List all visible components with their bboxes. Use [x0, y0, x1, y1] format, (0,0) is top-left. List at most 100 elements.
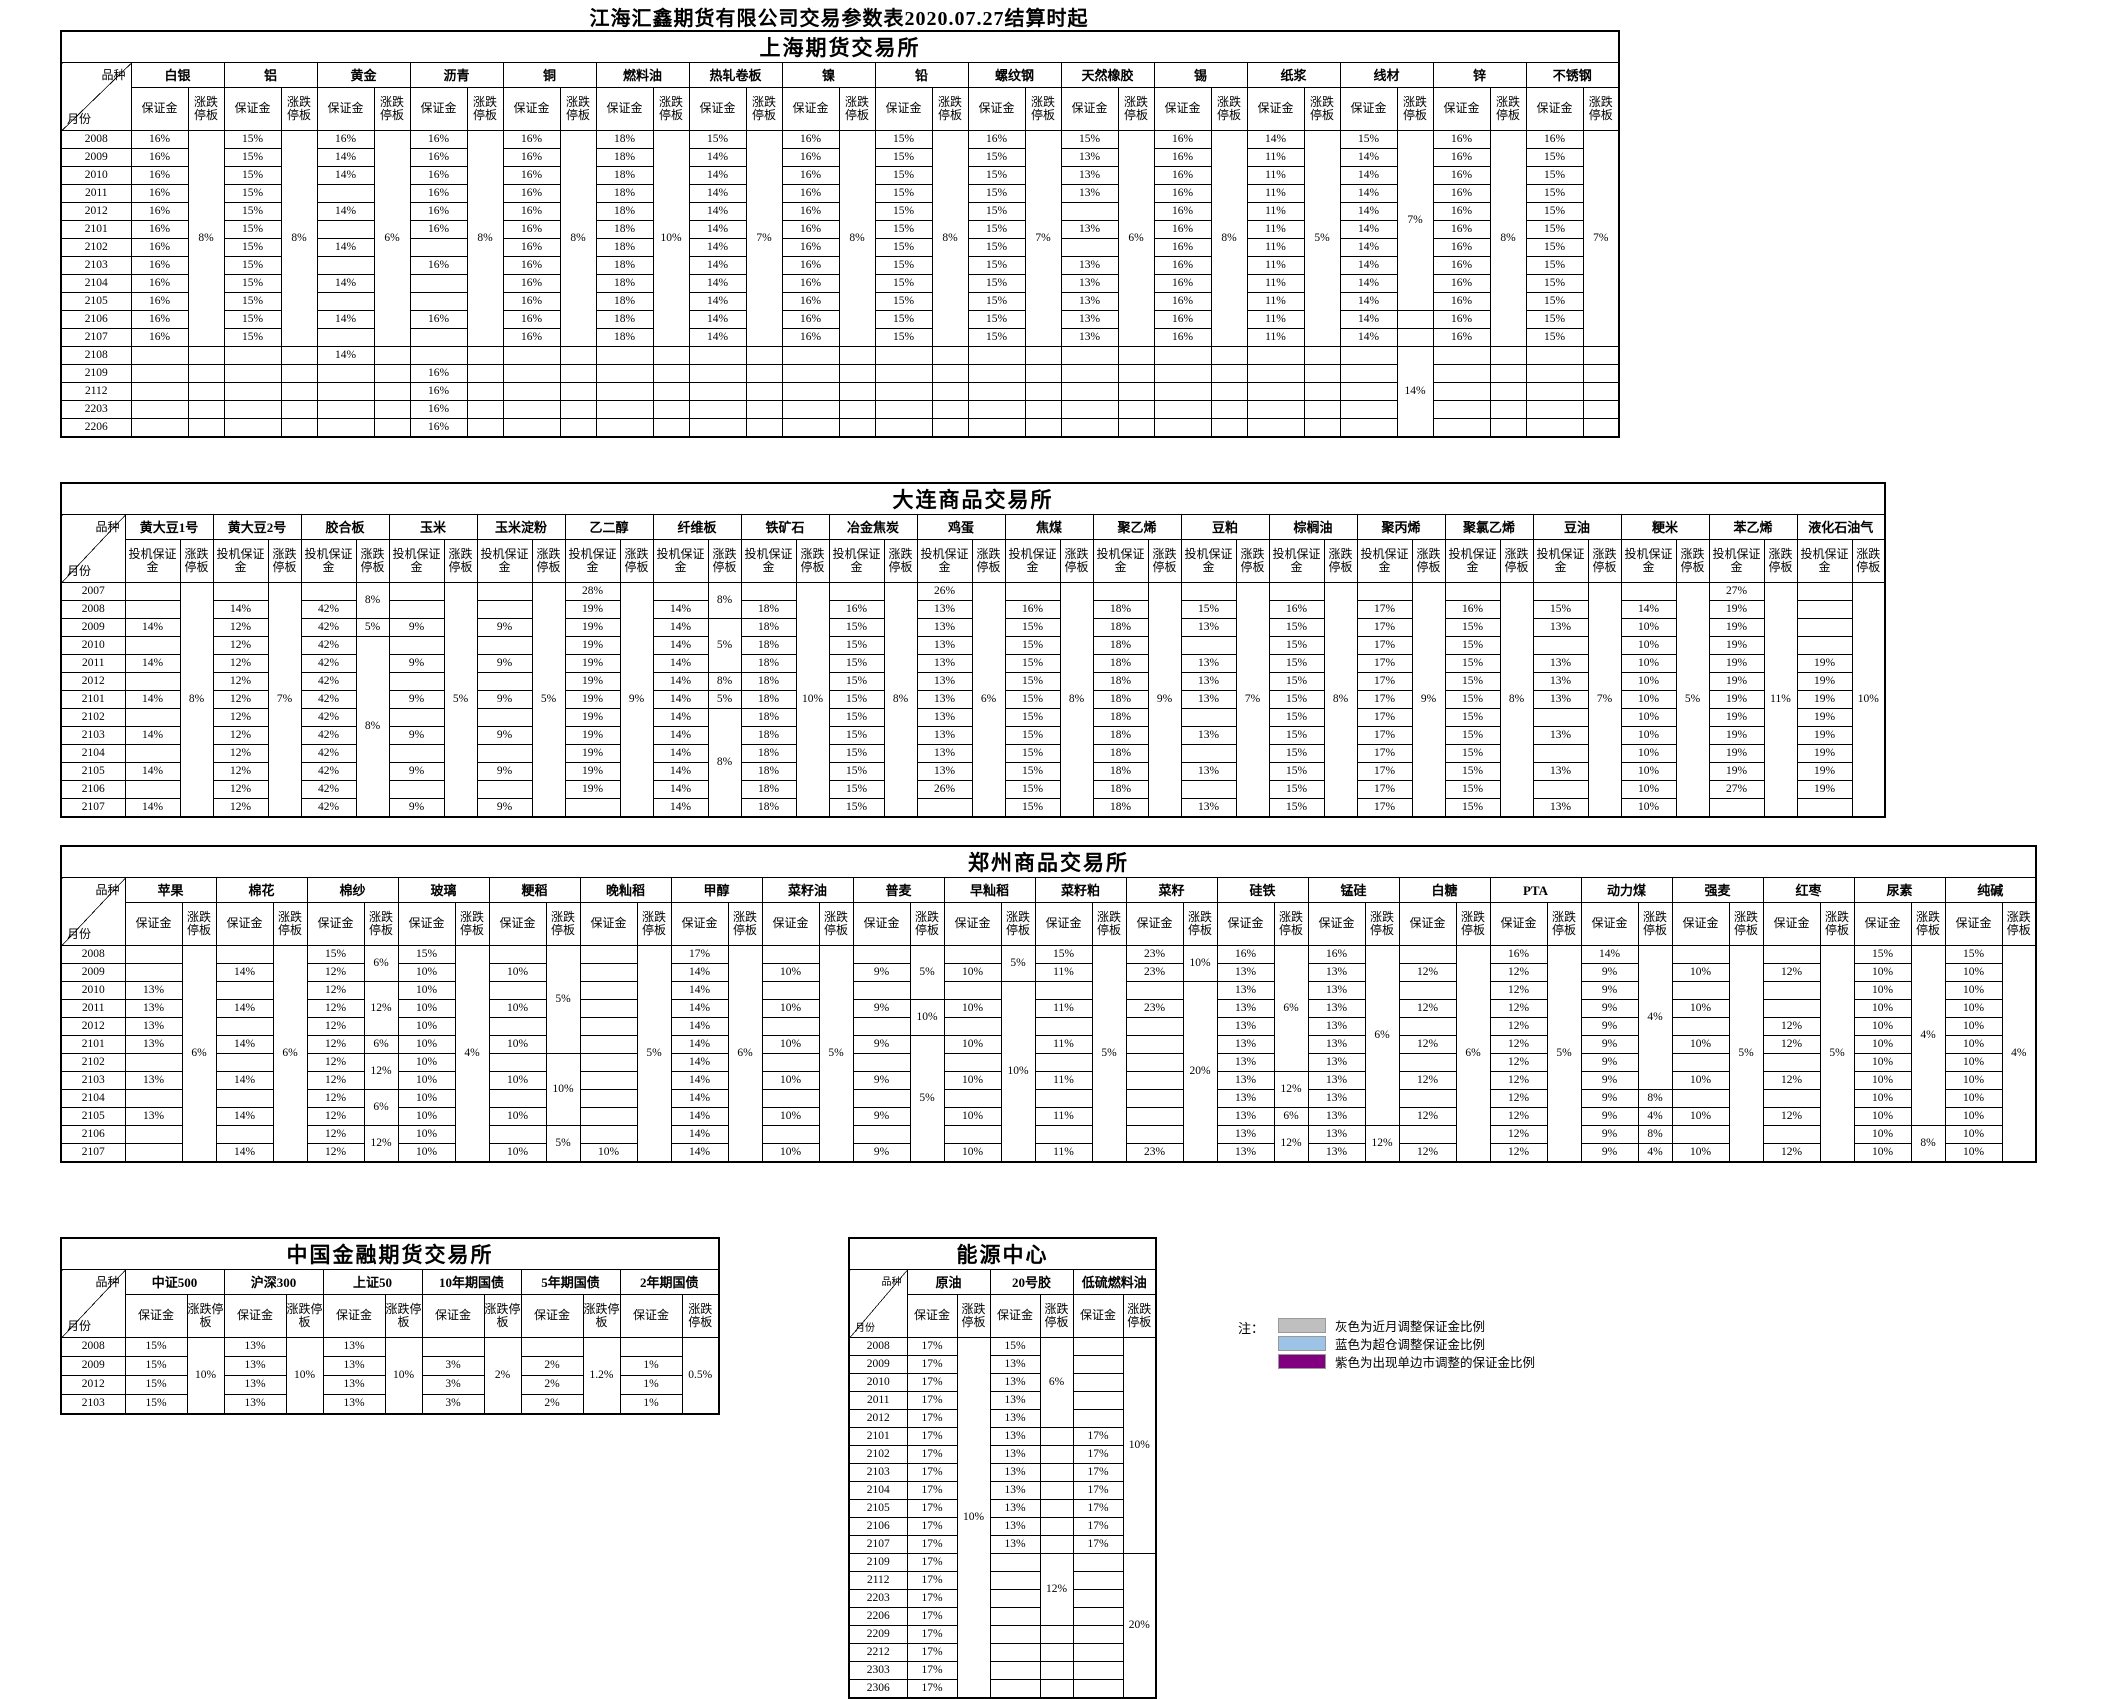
margin-label: 保证金 — [1580, 902, 1639, 946]
margin-cell: 10% — [397, 981, 456, 1000]
limit-cell — [559, 346, 597, 365]
margin-cell — [1620, 582, 1677, 601]
margin-cell: 18% — [1092, 780, 1149, 799]
margin-cell: 17% — [1356, 762, 1413, 781]
month-cell: 2105 — [848, 1499, 908, 1518]
margin-cell — [124, 744, 181, 763]
margin-cell — [781, 382, 840, 401]
margin-cell — [130, 418, 189, 437]
legend-label: 注： — [1238, 1321, 1265, 1336]
limit-cell: 5% — [443, 582, 478, 817]
margin-cell — [488, 1053, 547, 1072]
margin-cell: 16% — [1153, 310, 1212, 329]
margin-cell: 18% — [595, 256, 654, 275]
month-cell: 2104 — [60, 274, 132, 293]
margin-cell: 16% — [409, 418, 468, 437]
margin-cell: 13% — [1216, 1017, 1275, 1036]
variety-header-19: 液化石油气 — [1796, 514, 1886, 540]
limit-label: 涨跌停板 — [466, 87, 504, 131]
limit-cell — [187, 382, 225, 401]
margin-cell: 16% — [409, 310, 468, 329]
margin-cell — [1762, 1089, 1821, 1108]
limit-cell: 10% — [545, 1053, 581, 1126]
limit-cell — [1039, 1535, 1074, 1554]
margin-cell: 15% — [967, 292, 1026, 311]
limit-cell — [373, 400, 411, 419]
margin-cell: 11% — [1246, 220, 1305, 239]
variety-header-3: 玻璃 — [397, 877, 490, 903]
margin-label: 保证金 — [1944, 902, 2003, 946]
margin-label: 保证金 — [595, 87, 654, 131]
margin-cell: 12% — [1762, 1143, 1821, 1162]
margin-cell: 15% — [223, 238, 282, 257]
margin-cell — [967, 418, 1026, 437]
limit-cell: 8% — [280, 130, 318, 347]
limit-cell — [559, 364, 597, 383]
margin-cell: 18% — [595, 220, 654, 239]
margin-cell: 15% — [828, 744, 885, 763]
margin-cell: 15% — [397, 945, 456, 964]
margin-cell: 15% — [1444, 654, 1501, 673]
margin-cell: 14% — [652, 762, 709, 781]
limit-label: 涨跌停板 — [1323, 539, 1358, 583]
limit-cell — [1210, 400, 1248, 419]
margin-cell — [488, 1017, 547, 1036]
margin-cell: 15% — [967, 148, 1026, 167]
margin-cell — [1339, 382, 1398, 401]
margin-cell: 17% — [1072, 1517, 1124, 1536]
limit-cell: 10% — [384, 1337, 423, 1414]
margin-cell: 15% — [967, 328, 1026, 347]
margin-cell: 19% — [1796, 690, 1853, 709]
margin-cell: 3% — [421, 1394, 485, 1414]
margin-cell: 13% — [916, 654, 973, 673]
margin-cell — [852, 1053, 911, 1072]
margin-cell — [476, 708, 533, 727]
margin-cell: 16% — [409, 220, 468, 239]
margin-cell: 15% — [1525, 166, 1584, 185]
margin-cell: 16% — [1216, 945, 1275, 964]
limit-cell — [652, 400, 690, 419]
margin-cell: 16% — [1432, 166, 1491, 185]
limit-label: 涨跌停板 — [559, 87, 597, 131]
limit-cell — [1396, 328, 1434, 347]
margin-cell: 13% — [1060, 274, 1119, 293]
margin-cell: 11% — [1246, 328, 1305, 347]
variety-header-0: 原油 — [906, 1269, 991, 1295]
margin-cell — [124, 1125, 183, 1144]
limit-cell: 8% — [1323, 582, 1358, 817]
margin-cell: 10% — [397, 999, 456, 1018]
margin-label: 保证金 — [322, 1294, 386, 1338]
margin-cell — [1444, 582, 1501, 601]
margin-cell — [502, 346, 561, 365]
margin-cell: 19% — [1708, 690, 1765, 709]
limit-cell: 12% — [1273, 1125, 1309, 1162]
margin-cell — [688, 346, 747, 365]
limit-cell: 10% — [652, 130, 690, 347]
margin-cell — [579, 963, 638, 982]
margin-cell — [316, 364, 375, 383]
corner-month-label: 月份 — [67, 927, 92, 941]
margin-cell — [579, 1035, 638, 1054]
limit-cell — [1024, 418, 1062, 437]
limit-label: 涨跌停板 — [1182, 902, 1218, 946]
margin-cell: 15% — [989, 1337, 1041, 1356]
margin-cell — [1153, 418, 1212, 437]
limit-label: 涨跌停板 — [1819, 902, 1855, 946]
margin-cell: 42% — [300, 744, 357, 763]
margin-cell: 14% — [1580, 945, 1639, 964]
dce-table-container: 大连商品交易所 品种 月份 黄大豆1号 黄大豆2号 胶合板 玉米 玉米淀粉 乙二醇 纤维板 铁矿石冶… — [60, 482, 1886, 818]
variety-header-17: 强麦 — [1671, 877, 1764, 903]
margin-cell: 13% — [1060, 220, 1119, 239]
margin-cell: 13% — [1307, 963, 1366, 982]
margin-cell: 14% — [215, 1071, 274, 1090]
margin-cell: 16% — [316, 130, 375, 149]
limit-cell: 14% — [1396, 346, 1434, 437]
margin-cell — [943, 1089, 1002, 1108]
margin-cell: 16% — [781, 220, 840, 239]
margin-cell: 17% — [1072, 1463, 1124, 1482]
margin-cell: 15% — [1004, 798, 1061, 817]
cffex-table: 中国金融期货交易所 品种 月份 中证500 沪深300 上证50 10年期国债 5年期国债 2年… — [60, 1237, 720, 1415]
margin-label: 保证金 — [124, 1294, 188, 1338]
margin-cell — [1796, 636, 1853, 655]
margin-cell — [130, 346, 189, 365]
